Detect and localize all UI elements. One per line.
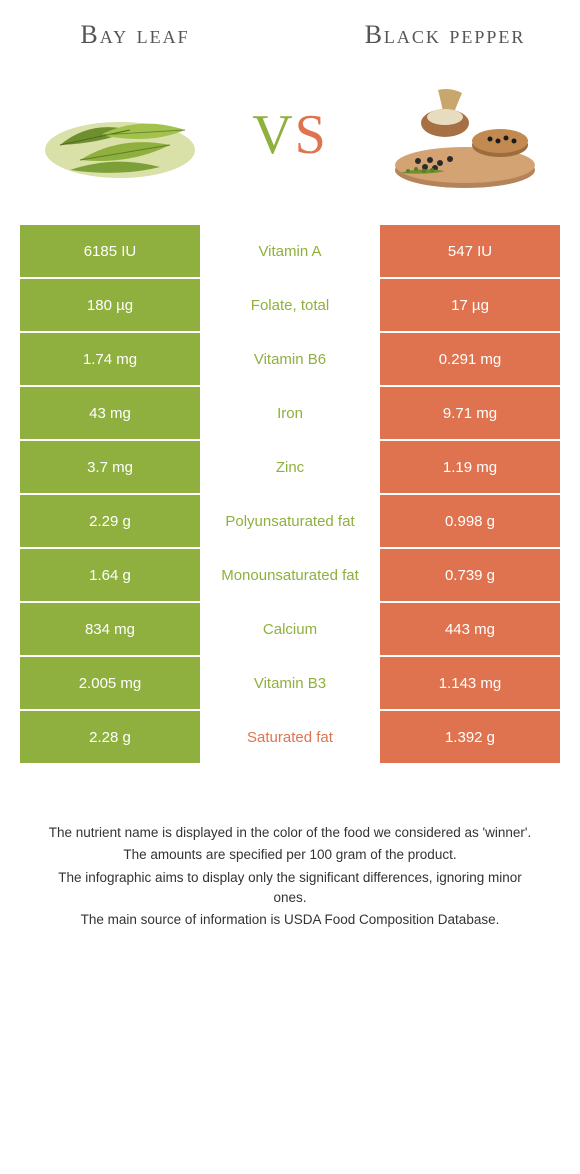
- table-row: 2.28 gSaturated fat1.392 g: [20, 711, 560, 763]
- table-row: 2.29 gPolyunsaturated fat0.998 g: [20, 495, 560, 547]
- title-black-pepper: Black pepper: [330, 20, 560, 50]
- table-row: 6185 IUVitamin A547 IU: [20, 225, 560, 277]
- nutrient-label: Vitamin B3: [200, 657, 380, 709]
- value-left: 834 mg: [20, 603, 200, 655]
- value-right: 0.291 mg: [380, 333, 560, 385]
- footer-notes: The nutrient name is displayed in the co…: [20, 823, 560, 930]
- nutrient-label: Saturated fat: [200, 711, 380, 763]
- value-left: 6185 IU: [20, 225, 200, 277]
- value-left: 43 mg: [20, 387, 200, 439]
- footer-line-4: The main source of information is USDA F…: [40, 910, 540, 930]
- table-row: 3.7 mgZinc1.19 mg: [20, 441, 560, 493]
- value-right: 1.19 mg: [380, 441, 560, 493]
- nutrient-label: Iron: [200, 387, 380, 439]
- value-left: 1.64 g: [20, 549, 200, 601]
- value-left: 3.7 mg: [20, 441, 200, 493]
- title-bay-leaf: Bay leaf: [20, 20, 250, 50]
- table-row: 180 µgFolate, total17 µg: [20, 279, 560, 331]
- nutrient-label: Calcium: [200, 603, 380, 655]
- footer-line-2: The amounts are specified per 100 gram o…: [40, 845, 540, 865]
- value-right: 443 mg: [380, 603, 560, 655]
- footer-line-1: The nutrient name is displayed in the co…: [40, 823, 540, 843]
- value-left: 2.29 g: [20, 495, 200, 547]
- comparison-table: 6185 IUVitamin A547 IU180 µgFolate, tota…: [20, 225, 560, 763]
- nutrient-label: Monounsaturated fat: [200, 549, 380, 601]
- header: Bay leaf Black pepper: [20, 20, 560, 50]
- vs-v: V: [252, 104, 294, 166]
- value-right: 547 IU: [380, 225, 560, 277]
- nutrient-label: Vitamin B6: [200, 333, 380, 385]
- value-right: 9.71 mg: [380, 387, 560, 439]
- black-pepper-image: [370, 70, 550, 200]
- nutrient-label: Zinc: [200, 441, 380, 493]
- value-right: 17 µg: [380, 279, 560, 331]
- vs-s: S: [295, 104, 328, 166]
- table-row: 2.005 mgVitamin B31.143 mg: [20, 657, 560, 709]
- nutrient-label: Vitamin A: [200, 225, 380, 277]
- nutrient-label: Polyunsaturated fat: [200, 495, 380, 547]
- nutrient-label: Folate, total: [200, 279, 380, 331]
- value-left: 2.005 mg: [20, 657, 200, 709]
- table-row: 1.74 mgVitamin B60.291 mg: [20, 333, 560, 385]
- value-right: 1.392 g: [380, 711, 560, 763]
- footer-line-3: The infographic aims to display only the…: [40, 868, 540, 909]
- table-row: 1.64 gMonounsaturated fat0.739 g: [20, 549, 560, 601]
- value-right: 0.998 g: [380, 495, 560, 547]
- table-row: 834 mgCalcium443 mg: [20, 603, 560, 655]
- table-row: 43 mgIron9.71 mg: [20, 387, 560, 439]
- value-right: 1.143 mg: [380, 657, 560, 709]
- value-left: 180 µg: [20, 279, 200, 331]
- vs-label: VS: [252, 103, 328, 167]
- value-left: 2.28 g: [20, 711, 200, 763]
- value-left: 1.74 mg: [20, 333, 200, 385]
- bay-leaf-image: [30, 70, 210, 200]
- value-right: 0.739 g: [380, 549, 560, 601]
- images-row: VS: [20, 70, 560, 200]
